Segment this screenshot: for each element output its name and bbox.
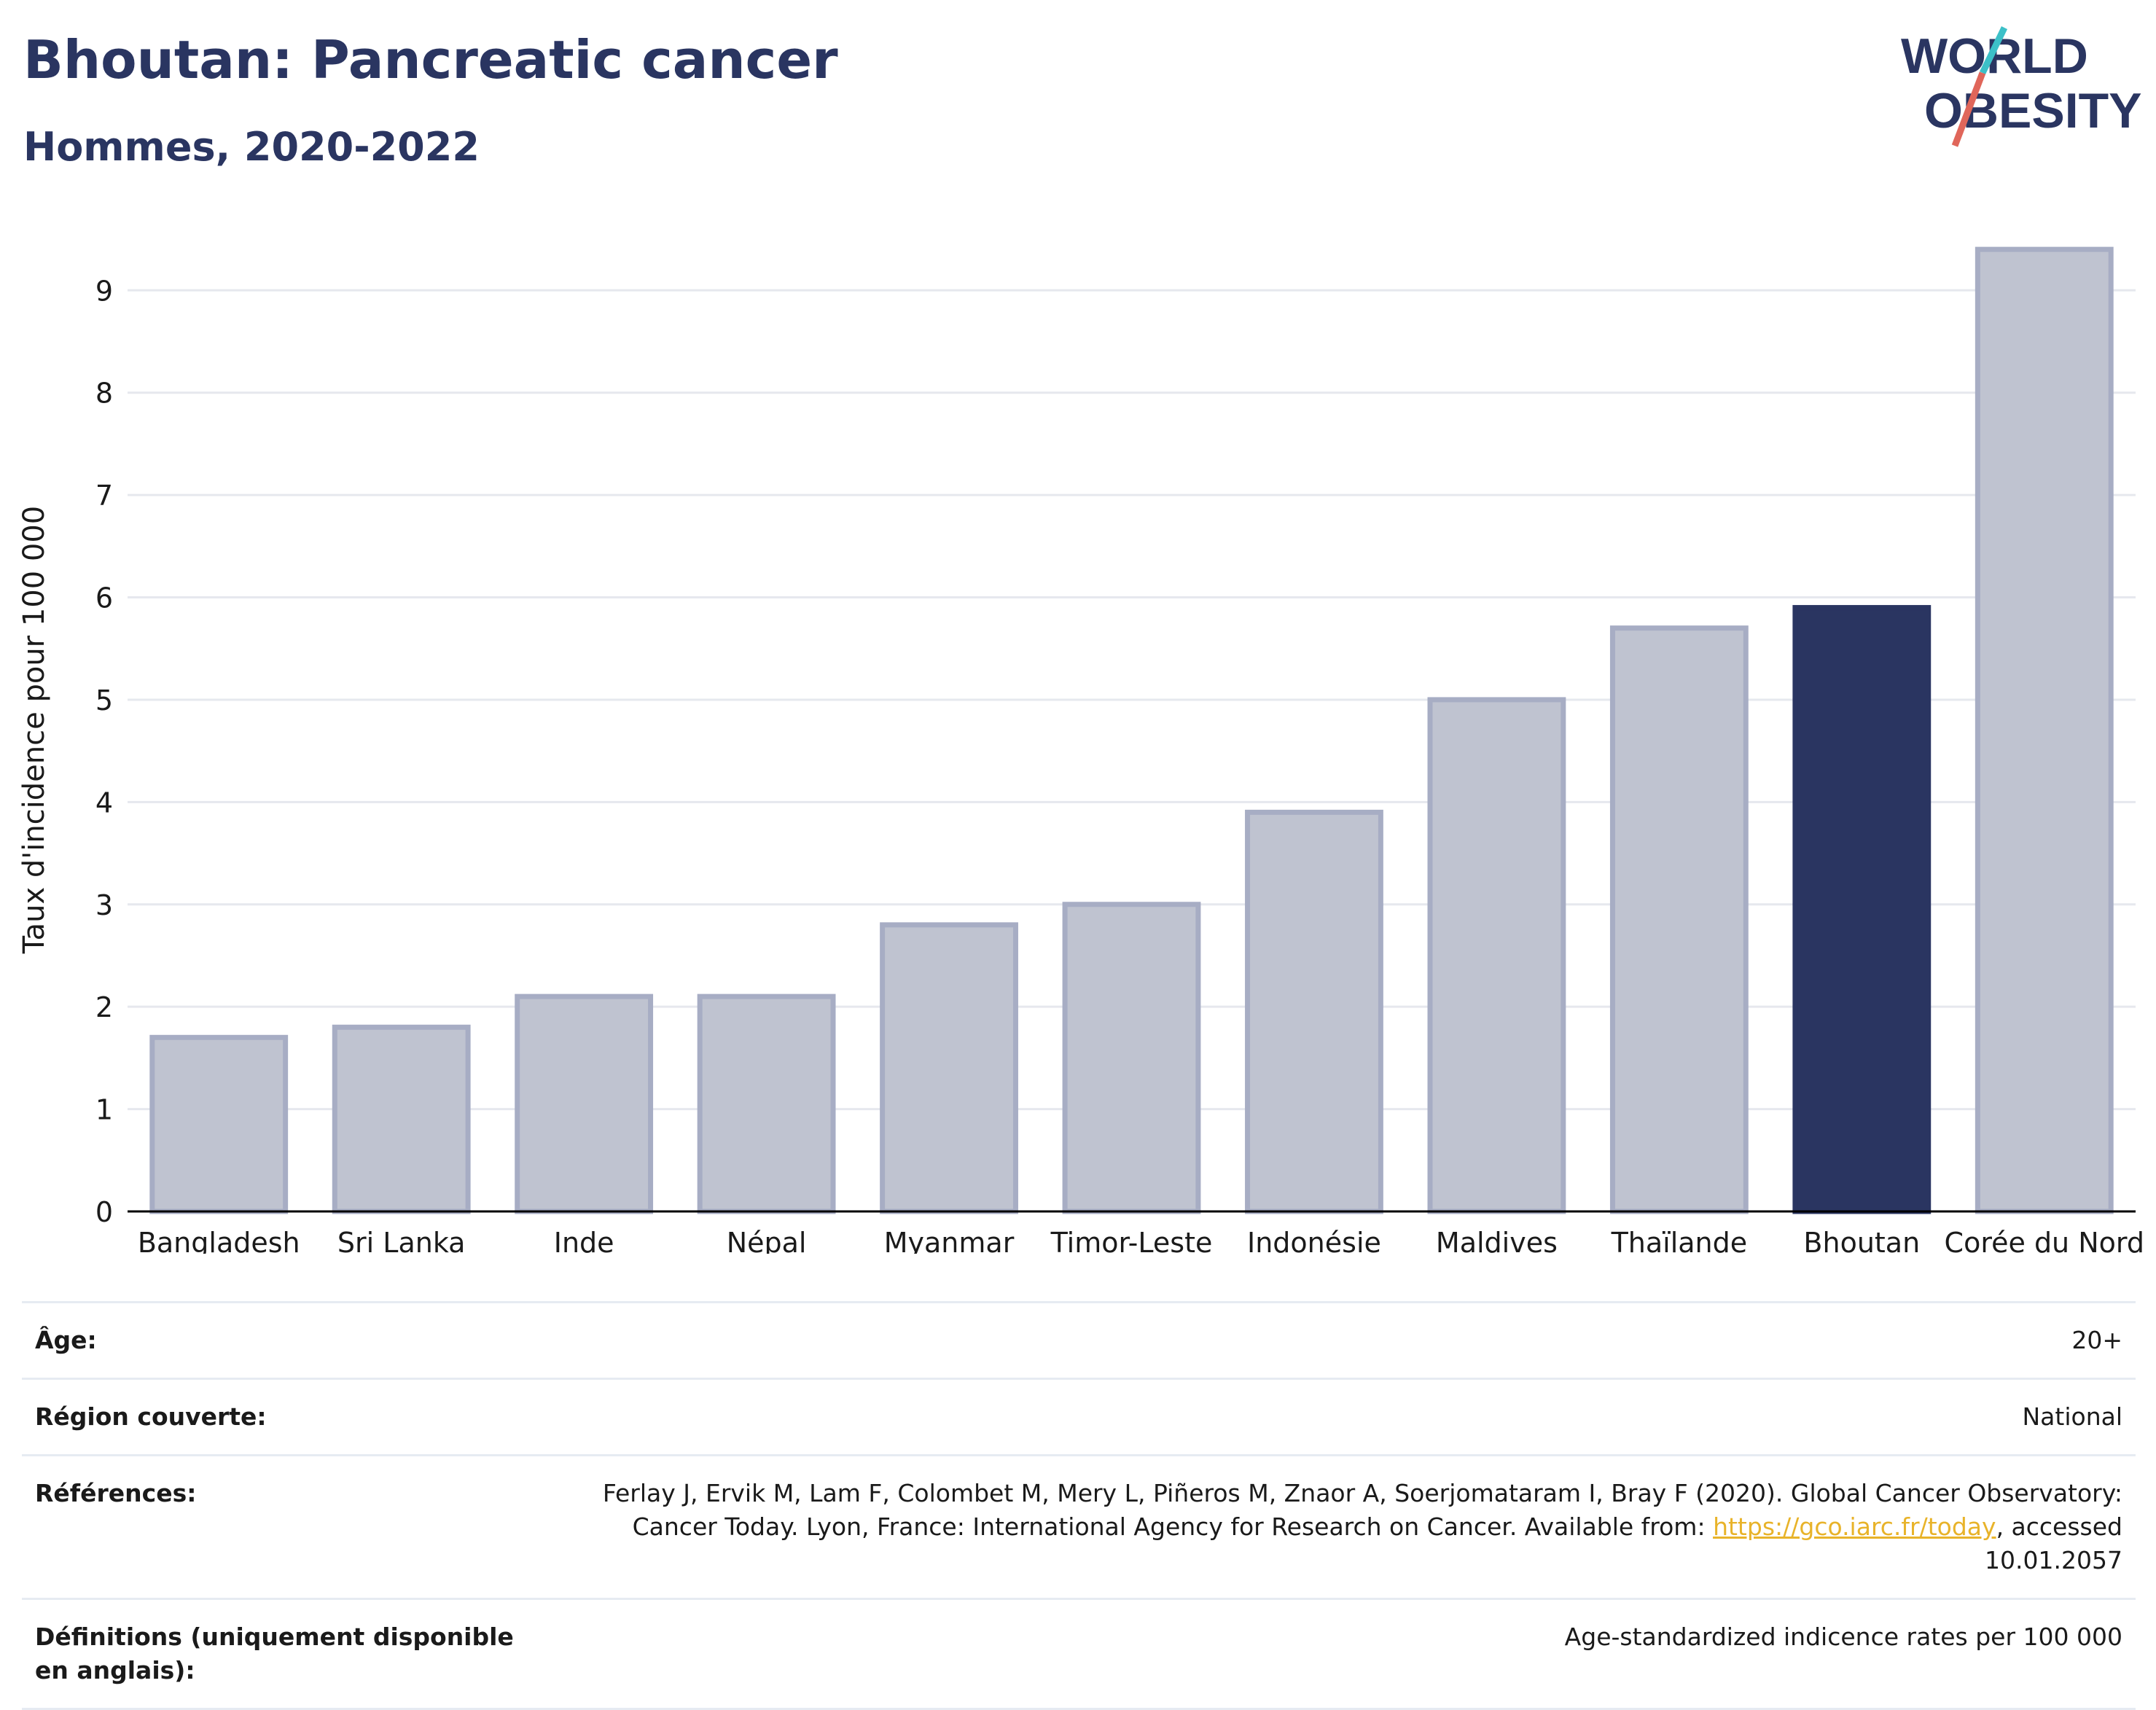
- y-tick-label: 6: [95, 582, 113, 614]
- reference-link[interactable]: https://gco.iarc.fr/today: [1713, 1512, 1996, 1541]
- page-title: Bhoutan: Pancreatic cancer: [23, 29, 838, 90]
- bar-tha-lande: [1609, 625, 1749, 1214]
- y-tick-label: 3: [95, 889, 113, 921]
- logo-text-obesity: OBESITY: [1924, 83, 2142, 138]
- bar-bangladesh: [149, 1034, 289, 1214]
- y-tick-label: 1: [95, 1094, 113, 1126]
- bar-timor-leste: [1062, 902, 1201, 1214]
- x-tick-label: Bangladesh: [138, 1227, 300, 1254]
- logo-text-world: WORLD: [1901, 28, 2088, 84]
- x-tick-label: Inde: [554, 1227, 614, 1254]
- x-tick-label: Indonésie: [1247, 1227, 1381, 1254]
- bar-n-pal: [697, 993, 836, 1214]
- meta-key: Région couverte:: [35, 1402, 267, 1431]
- x-tick-label: Sri Lanka: [337, 1227, 466, 1254]
- y-tick-label: 5: [95, 684, 113, 717]
- bars: [149, 246, 2114, 1214]
- metadata-table: Âge: 20+ Région couverte: National Référ…: [22, 1301, 2136, 1710]
- meta-value: 20+: [2071, 1326, 2122, 1354]
- meta-row-region: Région couverte: National: [22, 1378, 2136, 1454]
- x-tick-label: Thaïlande: [1611, 1227, 1748, 1254]
- world-obesity-logo: WORLD OBESITY: [1901, 26, 2142, 147]
- reference-accessed: , accessed 10.01.2057: [1985, 1512, 2122, 1574]
- page-subtitle: Hommes, 2020-2022: [23, 124, 480, 170]
- bar-sri-lanka: [332, 1024, 471, 1214]
- y-tick-label: 9: [95, 275, 113, 307]
- bar-cor-e-du-nord: [1975, 246, 2114, 1214]
- bar-bhoutan: [1792, 605, 1932, 1214]
- x-tick-label: Myanmar: [884, 1227, 1015, 1254]
- y-tick-label: 8: [95, 378, 113, 410]
- meta-row-age: Âge: 20+: [22, 1301, 2136, 1378]
- meta-row-references: Références: Ferlay J, Ervik M, Lam F, Co…: [22, 1454, 2136, 1598]
- bar-inde: [515, 993, 654, 1214]
- bar-maldives: [1427, 697, 1566, 1214]
- y-tick-label: 0: [95, 1196, 113, 1228]
- x-tick-label: Maldives: [1436, 1227, 1558, 1254]
- x-tick-label: Timor-Leste: [1050, 1227, 1213, 1254]
- logo-slash-bottom: [1951, 71, 1986, 147]
- bar-myanmar: [880, 922, 1018, 1214]
- meta-key: Références:: [35, 1479, 197, 1507]
- reference-text: Ferlay J, Ervik M, Lam F, Colombet M, Me…: [602, 1479, 2122, 1541]
- meta-row-definitions: Définitions (uniquement disponible en an…: [22, 1598, 2136, 1710]
- y-axis-label: Taux d'incidence pour 100 000: [17, 506, 51, 954]
- meta-value: National: [2022, 1402, 2122, 1431]
- y-axis-ticks: 0 1 2 3 4 5 6 7 8 9: [95, 275, 113, 1228]
- bar-indon-sie: [1245, 809, 1383, 1214]
- y-tick-label: 4: [95, 786, 113, 819]
- meta-value: Age-standardized indicence rates per 100…: [1564, 1623, 2122, 1651]
- y-tick-label: 7: [95, 480, 113, 512]
- x-tick-label: Corée du Nord: [1945, 1227, 2144, 1254]
- bar-chart: 0 1 2 3 4 5 6 7 8 9 Bangladesh Sri Lanka Inde Népal M…: [17, 246, 2144, 1254]
- logo-slash-top: [1979, 26, 2008, 74]
- meta-value: Ferlay J, Ervik M, Lam F, Colombet M, Me…: [555, 1477, 2122, 1577]
- meta-key: Définitions (uniquement disponible en an…: [35, 1623, 514, 1684]
- x-tick-label: Népal: [727, 1227, 807, 1254]
- meta-key: Âge:: [35, 1326, 97, 1354]
- y-tick-label: 2: [95, 991, 113, 1023]
- x-axis-ticks: Bangladesh Sri Lanka Inde Népal Myanmar Timor…: [138, 1227, 2144, 1254]
- x-tick-label: Bhoutan: [1803, 1227, 1920, 1254]
